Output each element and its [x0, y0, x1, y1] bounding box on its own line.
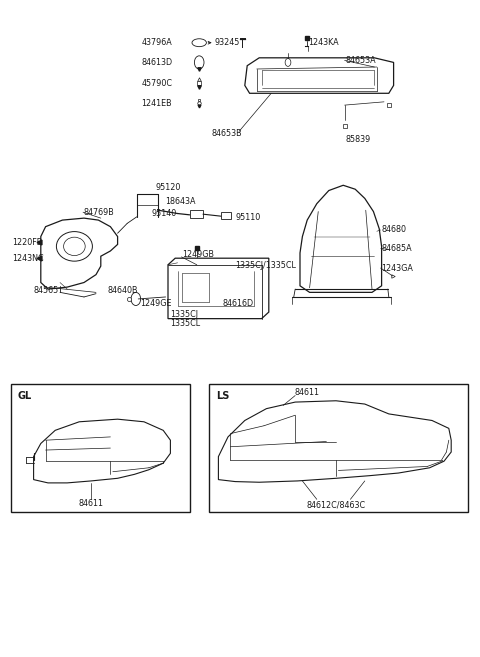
- Text: GL: GL: [18, 391, 32, 401]
- Text: 84565: 84565: [34, 286, 59, 295]
- Text: 1243GA: 1243GA: [382, 263, 413, 273]
- Text: 1243KA: 1243KA: [309, 38, 339, 47]
- Text: 1249GE: 1249GE: [140, 299, 172, 308]
- Text: 84653A: 84653A: [346, 56, 376, 65]
- Text: 84613D: 84613D: [142, 58, 173, 67]
- Text: 1220FB: 1220FB: [12, 238, 42, 247]
- Text: 45790C: 45790C: [142, 79, 173, 88]
- Text: 1335CJ/1335CL: 1335CJ/1335CL: [235, 261, 296, 270]
- Text: 84680: 84680: [382, 225, 407, 235]
- Text: 84769B: 84769B: [84, 208, 115, 217]
- Text: 84653B: 84653B: [211, 129, 242, 138]
- FancyBboxPatch shape: [11, 384, 190, 512]
- Text: 84616D: 84616D: [222, 299, 253, 308]
- Text: 43796A: 43796A: [142, 38, 172, 47]
- Text: LS: LS: [216, 391, 229, 401]
- Text: 95120: 95120: [156, 183, 181, 193]
- Text: 84611: 84611: [295, 388, 320, 397]
- Text: 1249GB: 1249GB: [182, 250, 215, 260]
- Text: 95140: 95140: [151, 209, 177, 218]
- FancyBboxPatch shape: [209, 384, 468, 512]
- Text: 84611: 84611: [79, 499, 104, 508]
- Text: 18643A: 18643A: [166, 197, 196, 206]
- Text: 93245: 93245: [215, 38, 240, 47]
- Text: 1335CJ: 1335CJ: [170, 310, 198, 319]
- Text: 84640B: 84640B: [108, 286, 139, 295]
- Text: 1241EB: 1241EB: [142, 99, 172, 108]
- FancyBboxPatch shape: [221, 212, 231, 219]
- Text: 95110: 95110: [235, 213, 261, 222]
- Text: 84612C/8463C: 84612C/8463C: [306, 500, 366, 509]
- Text: 1335CL: 1335CL: [170, 319, 201, 328]
- Text: 85839: 85839: [346, 135, 371, 144]
- Text: 84685A: 84685A: [382, 244, 412, 253]
- Text: 1243NC: 1243NC: [12, 254, 44, 263]
- FancyBboxPatch shape: [190, 210, 203, 218]
